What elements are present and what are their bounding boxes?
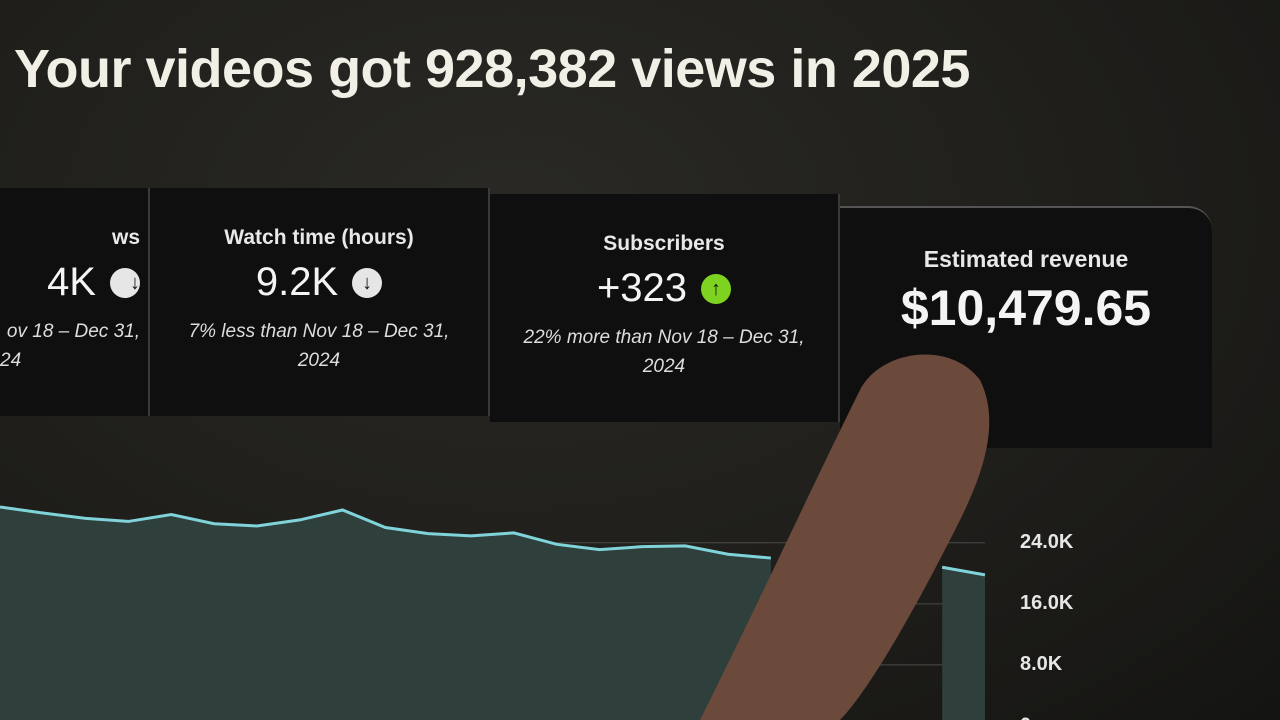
- area-line: [941, 565, 986, 577]
- card-value: $10,479.65: [900, 280, 1152, 336]
- card-value: 4K: [47, 260, 96, 304]
- card-comparison: ov 18 – Dec 31, 24: [0, 317, 140, 375]
- page-title: Your videos got 928,382 views in 2025: [14, 39, 970, 99]
- finger: [700, 354, 990, 720]
- card-value: +323: [596, 266, 688, 310]
- comparison-line: 24: [0, 350, 22, 371]
- metric-card[interactable]: Watch time (hours) 9.2K ↓ 7% less than No…: [150, 188, 490, 416]
- y-tick-label: 0: [1020, 714, 1031, 720]
- area-line: [0, 505, 772, 560]
- metric-card[interactable]: Subscribers +323 ↑ 22% more than Nov 18 –…: [490, 194, 840, 422]
- card-value: 9.2K: [255, 260, 339, 304]
- card-label: Subscribers: [603, 232, 725, 255]
- area-fill: [942, 567, 985, 720]
- area-fill: [0, 506, 771, 720]
- card-label: ws: [111, 226, 140, 249]
- comparison-line: 2024: [642, 356, 686, 377]
- card-label: Estimated revenue: [923, 246, 1129, 272]
- card-value-row: $10,479.65: [840, 279, 1212, 337]
- comparison-line: 22% more than Nov 18 – Dec 31,: [523, 327, 805, 348]
- card-label: Watch time (hours): [224, 226, 414, 249]
- y-tick-label: 8.0K: [1020, 653, 1063, 675]
- trend-down-icon: ↓: [352, 267, 383, 298]
- comparison-line: 2024: [297, 350, 341, 371]
- card-comparison: 7% less than Nov 18 – Dec 31, 2024: [150, 317, 488, 375]
- comparison-line: ov 18 – Dec 31,: [6, 321, 140, 342]
- comparison-line: 7% less than Nov 18 – Dec 31,: [188, 321, 450, 342]
- card-value-row: +323 ↑: [490, 266, 838, 311]
- metric-card[interactable]: ws 4K ↓ ov 18 – Dec 31, 24: [0, 188, 150, 416]
- card-comparison: 22% more than Nov 18 – Dec 31, 2024: [490, 323, 838, 381]
- card-value-row: 4K ↓: [0, 260, 140, 305]
- trend-down-icon: ↓: [110, 267, 140, 298]
- y-tick-label: 24.0K: [1020, 531, 1074, 553]
- y-tick-label: 16.0K: [1020, 592, 1074, 614]
- card-value-row: 9.2K ↓: [150, 260, 488, 305]
- trend-up-icon: ↑: [701, 273, 732, 304]
